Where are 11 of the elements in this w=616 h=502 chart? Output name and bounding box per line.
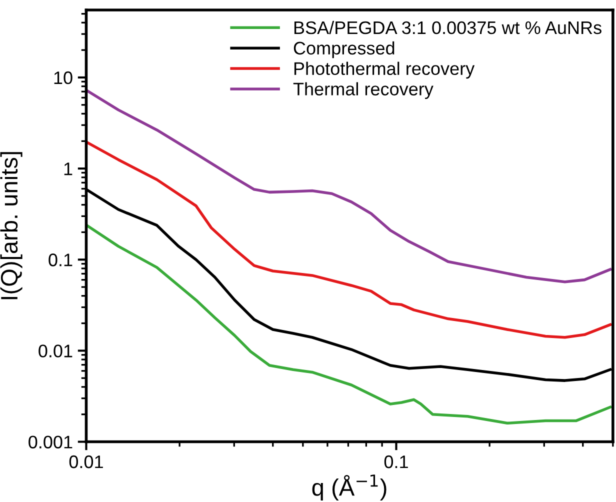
legend-label: BSA/PEGDA 3:1 0.00375 wt % AuNRs bbox=[294, 20, 602, 34]
legend-label: Thermal recovery bbox=[293, 82, 434, 100]
y-axis-title: I(Q)[arb. units] bbox=[0, 152, 22, 300]
y-tick-label: 1 bbox=[64, 162, 72, 176]
y-tick-label: 0.001 bbox=[28, 436, 72, 448]
y-tick-label: 0.1 bbox=[48, 254, 72, 266]
x-axis-title: q (Å$^{−1}$) bbox=[312, 474, 386, 501]
legend-label: Compressed bbox=[294, 41, 394, 58]
y-tick-label: 10 bbox=[54, 71, 72, 84]
y-tick-label: 0.01 bbox=[38, 344, 72, 358]
legend-label: Photothermal recovery bbox=[294, 62, 475, 79]
